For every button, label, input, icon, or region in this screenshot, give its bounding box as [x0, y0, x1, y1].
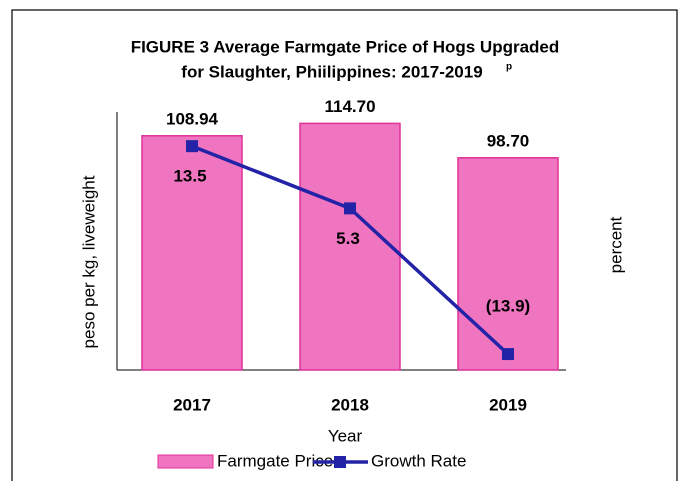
- data-label: 114.70: [324, 97, 375, 116]
- data-label: 5.3: [336, 229, 360, 248]
- y-axis-label: peso per kg, liveweight: [79, 175, 98, 348]
- line-marker: [502, 348, 514, 361]
- data-label: 13.5: [173, 167, 206, 186]
- x-axis-label: Year: [328, 426, 363, 445]
- bar: [457, 157, 559, 371]
- data-label: 98.70: [487, 131, 530, 150]
- y2-axis-label: percent: [606, 216, 625, 273]
- legend-label: Growth Rate: [371, 451, 466, 470]
- x-tick-label: 2019: [489, 395, 527, 414]
- data-label: 108.94: [166, 109, 219, 128]
- bar: [299, 122, 401, 371]
- legend-swatch: [334, 456, 346, 468]
- data-label: (13.9): [486, 297, 530, 316]
- x-tick-label: 2018: [331, 395, 369, 414]
- chart-title: FIGURE 3 Average Farmgate Price of Hogs …: [131, 37, 560, 56]
- legend-swatch: [157, 454, 214, 469]
- x-tick-label: 2017: [173, 395, 211, 414]
- chart-title: for Slaughter, Phiilippines: 2017-2019: [181, 62, 482, 81]
- line-marker: [344, 202, 356, 215]
- title-superscript: p: [506, 62, 512, 73]
- bar: [141, 135, 243, 371]
- line-marker: [186, 140, 198, 153]
- legend-label: Farmgate Price: [217, 451, 333, 470]
